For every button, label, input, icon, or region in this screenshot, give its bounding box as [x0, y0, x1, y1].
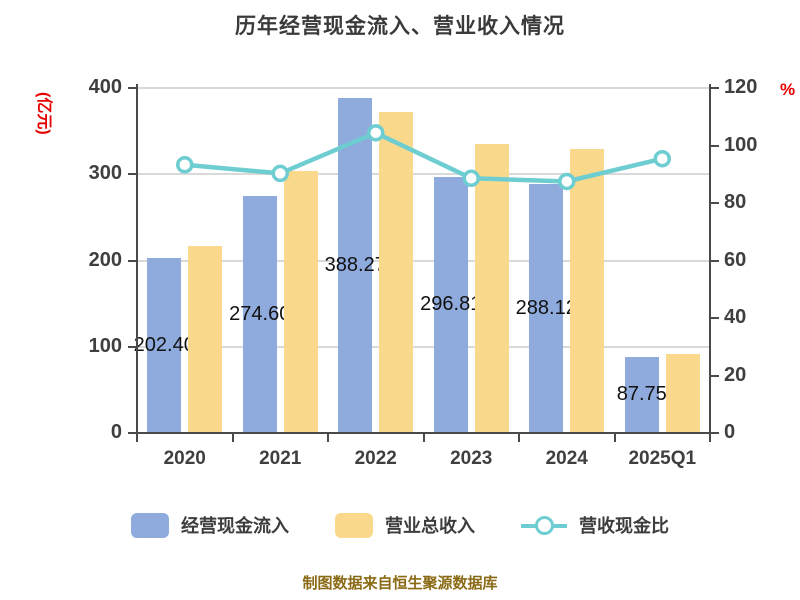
y-tick-right-100: 100 [724, 133, 758, 156]
y-tick-left-100: 100 [88, 334, 122, 357]
bar-label-2025Q1: 87.75 [616, 383, 667, 406]
left-tick-300 [128, 173, 137, 176]
cash-inflow-bar-2021 [242, 196, 277, 433]
x-tick-label-2025Q1: 2025Q1 [628, 448, 697, 469]
revenue-bar-2020 [188, 245, 223, 433]
gridline-100 [137, 345, 710, 348]
legend-label-ratio: 营收现金比 [579, 516, 669, 536]
x-tick-6 [709, 433, 711, 442]
cash-inflow-bar-2024 [529, 184, 564, 433]
cash-inflow-bar-2023 [433, 177, 468, 433]
left-tick-400 [128, 87, 137, 89]
right-tick-80 [710, 202, 719, 204]
ratio-line [184, 130, 663, 184]
ratio-point-2024 [558, 172, 576, 191]
ratio-line-dot [535, 515, 554, 535]
right-tick-60 [710, 259, 719, 262]
bar-label-2023: 296.81 [420, 293, 482, 315]
legend-label-revenue: 营业总收入 [385, 516, 475, 536]
legend-item-cash-inflow: 经营现金流入 [131, 512, 289, 538]
footer-credit: 制图数据来自恒生聚源数据库 [302, 575, 498, 592]
x-tick-label-2024: 2024 [545, 448, 588, 469]
left-tick-200 [128, 259, 137, 262]
left-tick-0 [128, 432, 137, 434]
ratio-line-marker-icon [521, 513, 567, 538]
left-axis-unit: (亿元) [35, 92, 52, 135]
x-tick-3 [422, 433, 425, 442]
bar-label-2021: 274.60 [229, 302, 291, 325]
revenue-bar-2023 [474, 144, 509, 433]
y-tick-right-0: 0 [724, 421, 736, 443]
revenue-bar-2025Q1 [665, 353, 700, 433]
gridline-400 [137, 87, 710, 89]
x-tick-1 [231, 433, 234, 442]
legend-label-cash-inflow: 经营现金流入 [181, 516, 289, 536]
legend-item-ratio: 营收现金比 [521, 512, 669, 538]
cash-inflow-swatch [131, 512, 169, 538]
y-tick-left-300: 300 [88, 162, 122, 185]
right-tick-20 [710, 374, 719, 377]
right-tick-40 [710, 317, 719, 319]
x-tick-4 [518, 433, 520, 442]
right-tick-100 [710, 144, 719, 147]
revenue-bar-2022 [379, 112, 414, 433]
revenue-bar-2021 [283, 170, 318, 433]
y-tick-right-60: 60 [724, 248, 747, 271]
left-axis-line [136, 84, 138, 437]
gridline-200 [137, 259, 710, 262]
x-tick-label-2020: 2020 [163, 448, 206, 469]
x-tick-2 [327, 433, 329, 442]
left-tick-100 [128, 345, 137, 348]
y-tick-left-0: 0 [110, 421, 122, 443]
revenue-swatch [335, 512, 373, 538]
cash-inflow-bar-2022 [338, 98, 373, 433]
bar-label-2024: 288.12 [515, 296, 577, 319]
ratio-point-2022 [367, 124, 385, 142]
y-tick-right-80: 80 [724, 191, 747, 213]
y-tick-left-200: 200 [88, 248, 122, 271]
x-tick-label-2023: 2023 [450, 448, 493, 469]
cash-inflow-bar-2025Q1 [624, 357, 659, 433]
legend: 经营现金流入 营业总收入 营收现金比 [0, 512, 800, 538]
x-tick-0 [136, 433, 138, 442]
bar-label-2022: 388.27 [324, 253, 386, 276]
y-tick-right-120: 120 [724, 76, 758, 98]
right-tick-0 [710, 432, 719, 434]
ratio-point-2021 [271, 164, 289, 183]
x-tick-5 [613, 433, 616, 442]
ratio-point-2023 [462, 169, 480, 188]
revenue-bar-2024 [570, 149, 605, 433]
chart-title: 历年经营现金流入、营业收入情况 [235, 15, 565, 38]
ratio-point-2020 [176, 156, 194, 174]
y-tick-right-40: 40 [724, 306, 747, 328]
cash-inflow-bar-2020 [147, 258, 182, 433]
bar-label-2020: 202.40 [133, 333, 195, 356]
x-tick-label-2021: 2021 [259, 448, 302, 469]
legend-item-revenue: 营业总收入 [335, 512, 475, 538]
right-tick-120 [710, 87, 719, 89]
x-tick-label-2022: 2022 [354, 448, 397, 469]
gridline-300 [137, 173, 710, 176]
ratio-point-2025Q1 [653, 149, 671, 168]
right-axis-unit: % [780, 80, 796, 99]
y-tick-right-20: 20 [724, 363, 747, 386]
y-tick-left-400: 400 [88, 76, 122, 98]
